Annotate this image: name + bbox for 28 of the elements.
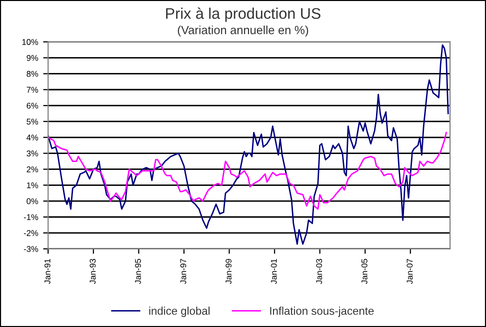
y-tick-label: -1% <box>24 214 38 220</box>
y-tick-label: 3% <box>26 150 38 156</box>
y-tick-label: 7% <box>26 86 38 93</box>
y-tick-label: 0% <box>26 198 38 204</box>
y-tick-label: 10% <box>22 39 38 45</box>
y-tick-label: 9% <box>26 54 38 61</box>
y-tick-label: 6% <box>26 102 38 109</box>
y-tick-label: 8% <box>26 70 38 77</box>
x-tick-label: Jan-95 <box>135 258 141 284</box>
x-tick-label: Jan-91 <box>44 258 50 284</box>
chart-title: Prix à la production US <box>166 8 320 22</box>
y-tick-label: -2% <box>24 230 38 236</box>
x-tick-label: Jan-07 <box>406 258 413 284</box>
line-series <box>48 132 447 210</box>
x-tick-label: Jan-93 <box>90 258 96 284</box>
legend-label: indice global <box>149 306 210 317</box>
x-tick-label: Jan-05 <box>361 258 368 284</box>
y-tick-label: -3% <box>24 246 38 252</box>
chart-subtitle: (Variation annuelle en %) <box>178 26 308 37</box>
y-tick-label: 4% <box>26 134 38 140</box>
legend-label: Inflation sous-jacente <box>270 306 374 317</box>
x-tick-label: Jan-01 <box>270 258 277 284</box>
y-tick-label: 1% <box>26 182 38 188</box>
y-tick-label: 2% <box>26 166 38 172</box>
x-tick-label: Jan-03 <box>316 258 322 284</box>
x-tick-label: Jan-99 <box>226 258 232 284</box>
y-tick-label: 5% <box>26 118 38 125</box>
x-tick-label: Jan-97 <box>180 258 186 284</box>
